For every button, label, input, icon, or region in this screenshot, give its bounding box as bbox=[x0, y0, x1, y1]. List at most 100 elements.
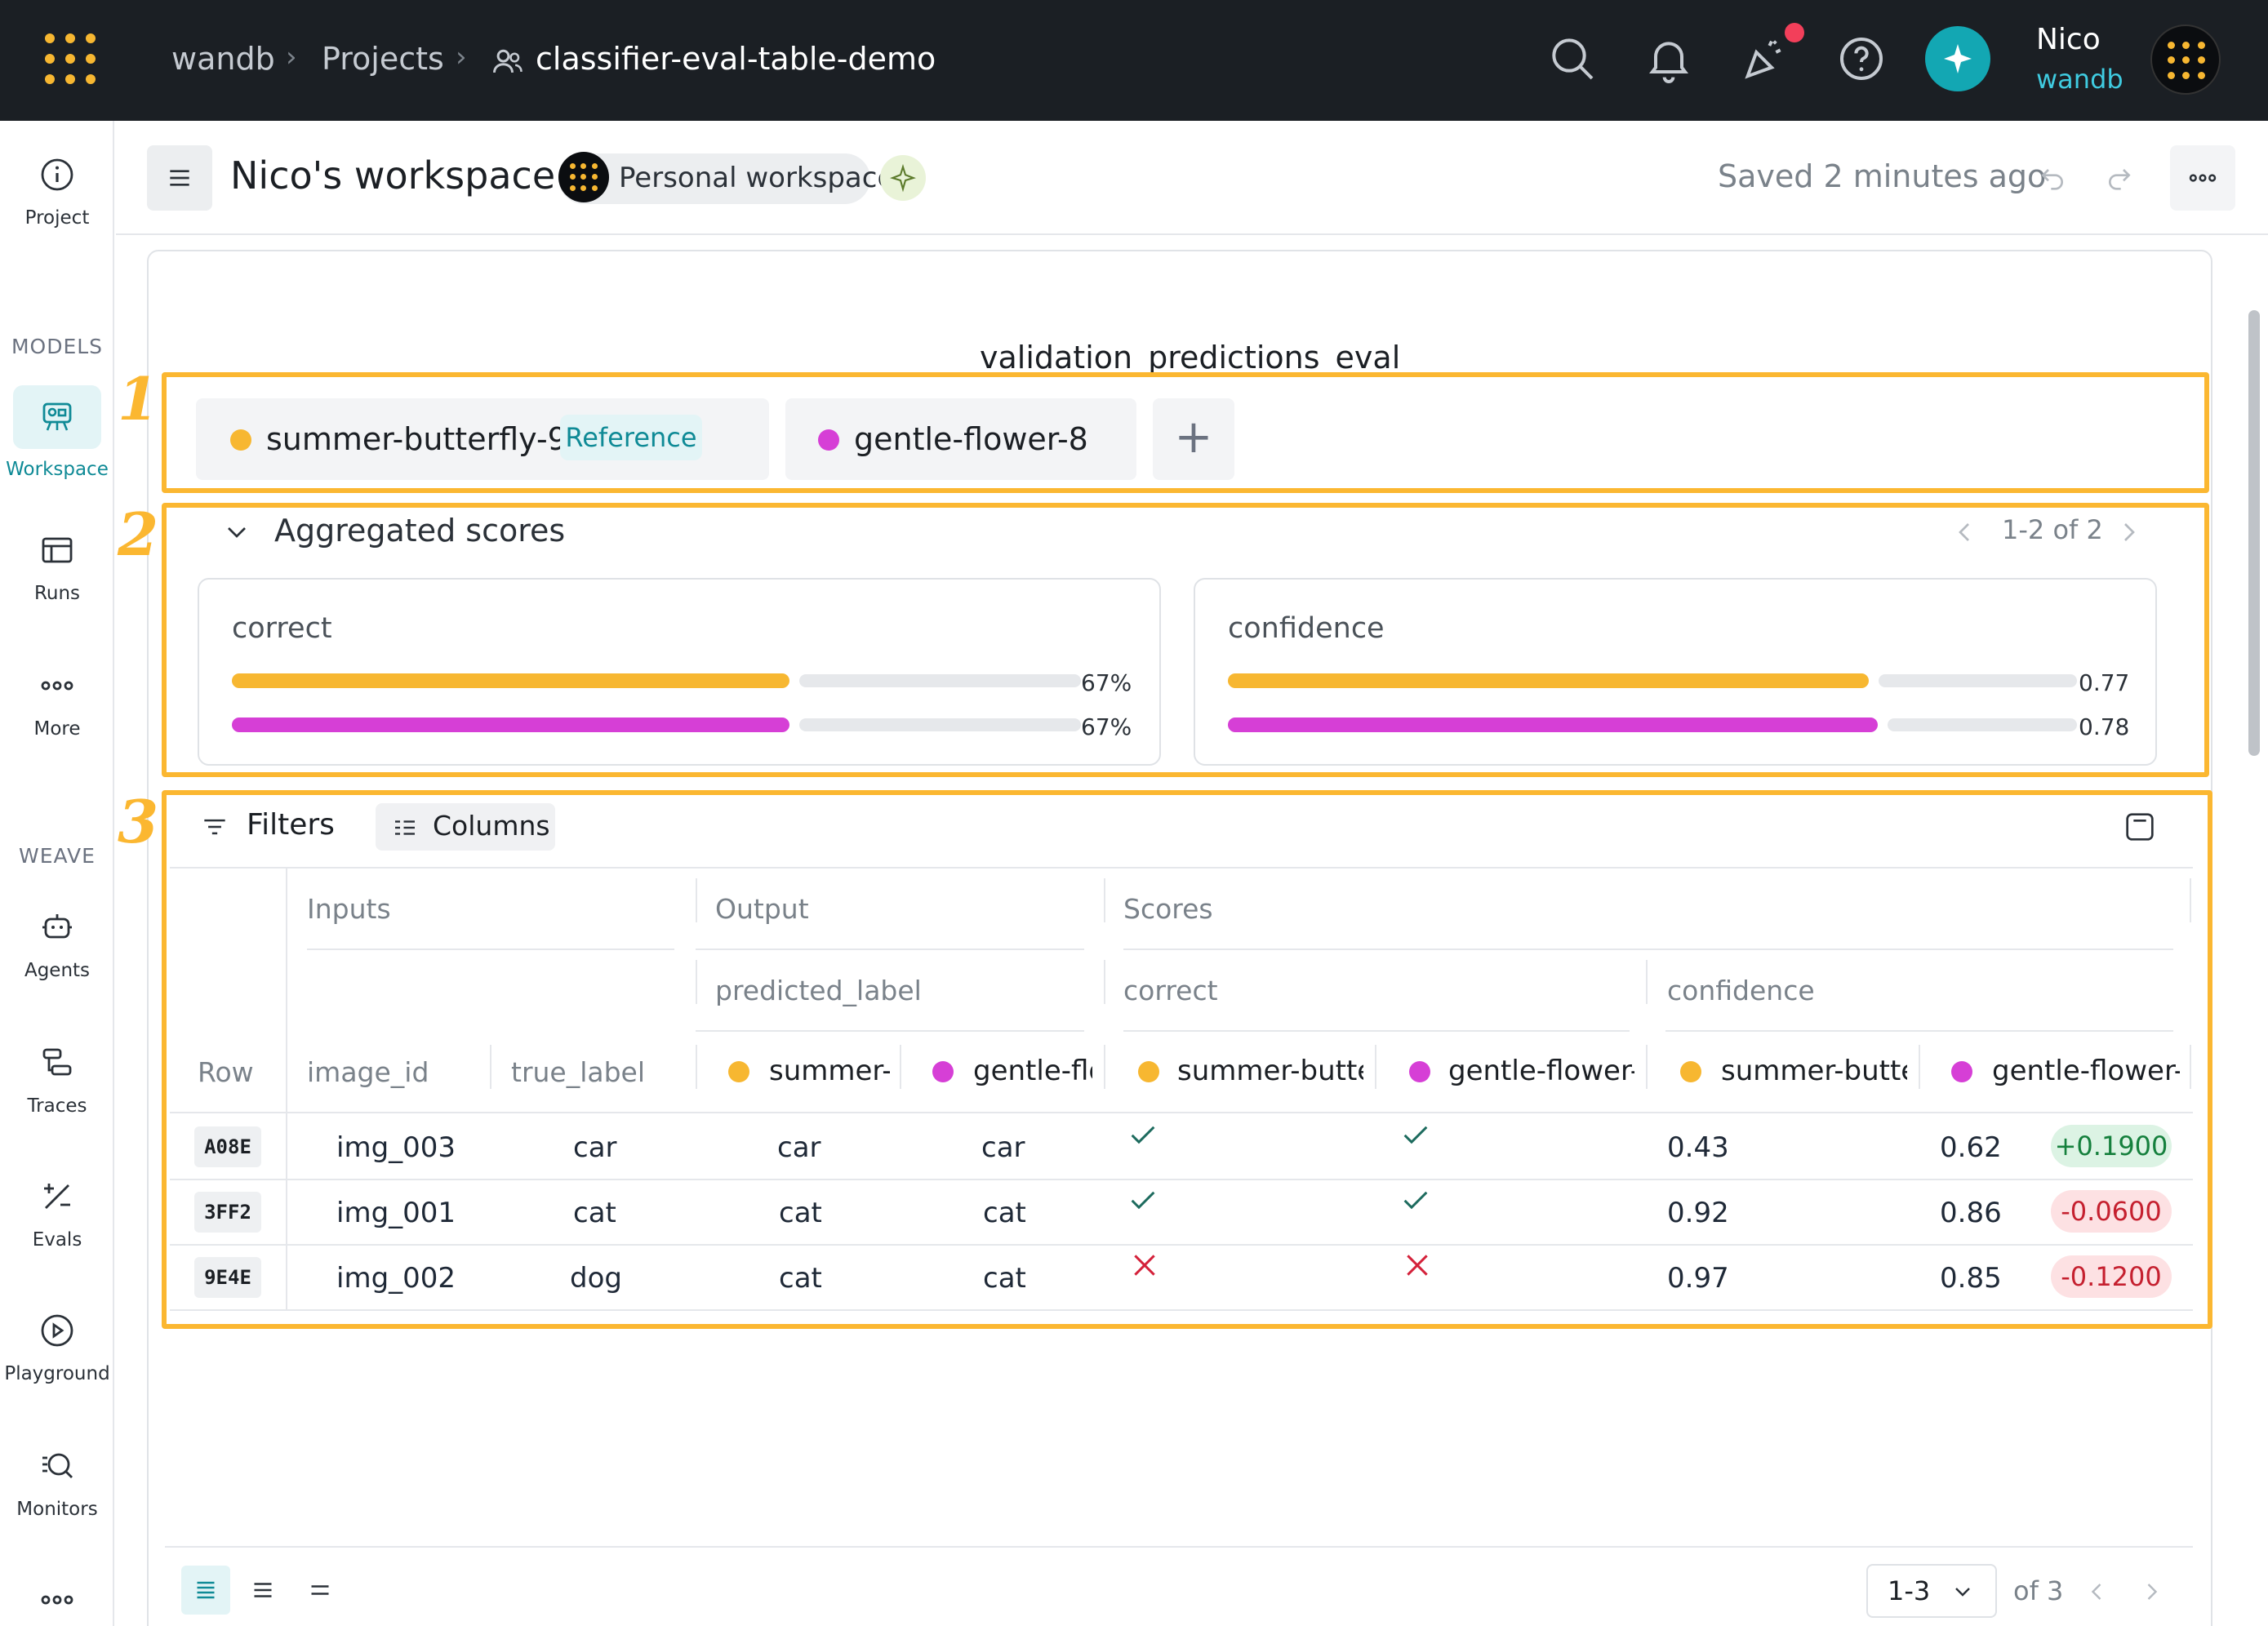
x-icon bbox=[1134, 1255, 1155, 1276]
chevron-down-icon[interactable] bbox=[220, 516, 253, 549]
robot-icon bbox=[42, 914, 72, 939]
wandb-logo-icon[interactable] bbox=[42, 31, 98, 87]
menu-button[interactable] bbox=[147, 145, 212, 211]
column-group-inputs: Inputs bbox=[307, 893, 391, 925]
sidebar-item-traces[interactable]: Traces bbox=[0, 1043, 114, 1117]
user-team[interactable]: wandb bbox=[2036, 64, 2123, 95]
table-divider bbox=[2190, 878, 2191, 922]
run-chip-gentle-flower-8[interactable] bbox=[785, 398, 1136, 480]
row-id[interactable]: 9E4E bbox=[194, 1257, 261, 1298]
search-icon[interactable] bbox=[1546, 33, 1599, 85]
breadcrumb-projects[interactable]: Projects bbox=[322, 41, 444, 77]
row-id[interactable]: 3FF2 bbox=[194, 1192, 261, 1233]
avatar[interactable] bbox=[2150, 24, 2221, 95]
cell-pred-b: cat bbox=[983, 1197, 1026, 1229]
row-id[interactable]: A08E bbox=[194, 1126, 261, 1167]
fullscreen-icon[interactable] bbox=[2121, 808, 2159, 846]
score-card-title: confidence bbox=[1228, 612, 1385, 645]
breadcrumb-wandb[interactable]: wandb bbox=[171, 41, 275, 77]
sidebar-section-models: MODELS bbox=[11, 335, 104, 358]
undo-icon bbox=[2041, 169, 2063, 190]
columns-button[interactable]: Columns bbox=[376, 803, 555, 851]
column-subgroup-correct: correct bbox=[1123, 975, 1218, 1006]
user-name: Nico bbox=[2036, 23, 2101, 56]
bell-icon[interactable] bbox=[1643, 33, 1695, 85]
density-medium-icon bbox=[254, 1583, 272, 1597]
score-card-title: correct bbox=[232, 612, 332, 645]
table-divider bbox=[1646, 960, 1648, 1004]
undo-button[interactable] bbox=[2020, 145, 2085, 211]
delta-badge: -0.0600 bbox=[2051, 1190, 2172, 1233]
score-bar-track bbox=[1888, 718, 2077, 731]
sidebar-item-evals[interactable]: Evals bbox=[0, 1177, 114, 1251]
help-icon[interactable] bbox=[1835, 33, 1888, 85]
sidebar-item-workspace[interactable]: Workspace bbox=[0, 385, 114, 480]
add-run-button[interactable]: + bbox=[1153, 398, 1234, 480]
column-header-true-label[interactable]: true_label bbox=[511, 1056, 646, 1088]
party-popper-icon[interactable] bbox=[1739, 33, 1791, 85]
score-bar-summer-butterfly-9 bbox=[232, 673, 789, 688]
workspace-tag-label: Personal workspace bbox=[619, 162, 895, 194]
overflow-menu-button[interactable] bbox=[2170, 145, 2235, 211]
table-divider bbox=[170, 1112, 2193, 1113]
cell-image-id: img_002 bbox=[336, 1262, 456, 1295]
score-bar-value: 67% bbox=[1081, 669, 1132, 696]
column-header-row[interactable]: Row bbox=[198, 1056, 254, 1088]
run-name: summer-butterfly-9 bbox=[266, 421, 567, 457]
scrollbar[interactable] bbox=[2248, 310, 2260, 756]
page-size-select[interactable] bbox=[1866, 1564, 1997, 1618]
column-header-conf-b[interactable]: gentle-flower-8 bbox=[1992, 1055, 2180, 1087]
column-header-correct-a[interactable]: summer-butterfly-9 bbox=[1177, 1055, 1363, 1087]
column-header-pred-a[interactable]: summer-butterfly-9 bbox=[769, 1055, 890, 1087]
chevron-left-icon[interactable] bbox=[2087, 1577, 2106, 1606]
table-divider bbox=[2190, 1045, 2191, 1089]
cell-conf-a: 0.43 bbox=[1667, 1131, 1729, 1164]
score-bar-track bbox=[799, 674, 1081, 687]
run-color-dot bbox=[1138, 1061, 1159, 1082]
sidebar-item-project[interactable]: Project bbox=[0, 155, 114, 229]
sidebar-item-playground[interactable]: Playground bbox=[0, 1311, 114, 1384]
more-icon[interactable] bbox=[38, 1585, 77, 1615]
aggregated-pager: 1-2 of 2 bbox=[2002, 514, 2103, 545]
table-divider bbox=[696, 948, 1084, 950]
chevron-left-icon[interactable] bbox=[1953, 516, 1976, 549]
breadcrumb-project[interactable]: classifier-eval-table-demo bbox=[536, 41, 936, 77]
top-nav-bar: wandb › Projects › classifier-eval-table… bbox=[0, 0, 2268, 121]
page-total: of 3 bbox=[2013, 1575, 2064, 1606]
sidebar-item-label: Traces bbox=[27, 1095, 87, 1117]
filters-button[interactable]: Filters bbox=[196, 803, 343, 851]
row-density-medium-button[interactable] bbox=[238, 1566, 287, 1615]
annotation-number: 1 bbox=[118, 364, 159, 433]
column-header-conf-a[interactable]: summer-butterfly-9 bbox=[1721, 1055, 1907, 1087]
page-title: Nico's workspace bbox=[230, 153, 556, 198]
highlight-box-aggregated bbox=[162, 503, 2209, 777]
sidebar-item-runs[interactable]: Runs bbox=[0, 531, 114, 604]
column-header-image-id[interactable]: image_id bbox=[307, 1056, 429, 1088]
more-icon bbox=[2189, 174, 2217, 182]
panel-title: validation_predictions_eval bbox=[980, 340, 1401, 375]
sidebar-item-more[interactable]: More bbox=[0, 666, 114, 740]
chevron-right-icon: › bbox=[456, 41, 467, 73]
cell-pred-a: cat bbox=[779, 1197, 822, 1229]
chevron-right-icon[interactable] bbox=[2142, 1577, 2162, 1606]
monitor-icon bbox=[42, 1453, 73, 1478]
sparkle-button[interactable] bbox=[880, 155, 926, 201]
highlight-box-table bbox=[162, 790, 2212, 1329]
left-sidebar bbox=[0, 121, 114, 1626]
row-density-compact-button[interactable] bbox=[181, 1566, 230, 1615]
sidebar-item-agents[interactable]: Agents bbox=[0, 908, 114, 981]
score-card-confidence bbox=[1194, 578, 2157, 766]
row-density-tall-button[interactable] bbox=[296, 1566, 345, 1615]
table-divider bbox=[696, 878, 697, 922]
workspace-tag[interactable] bbox=[558, 153, 870, 204]
column-header-correct-b[interactable]: gentle-flower-8 bbox=[1448, 1055, 1634, 1087]
run-color-dot bbox=[1951, 1061, 1972, 1082]
sparkle-button[interactable] bbox=[1925, 26, 1990, 91]
sidebar-item-monitors[interactable]: Monitors bbox=[0, 1446, 114, 1520]
score-card-correct bbox=[198, 578, 1161, 766]
chevron-right-icon[interactable] bbox=[2118, 516, 2141, 549]
table-divider bbox=[490, 1045, 491, 1089]
column-header-pred-b[interactable]: gentle-flower-8 bbox=[973, 1055, 1092, 1087]
redo-button[interactable] bbox=[2087, 145, 2152, 211]
saved-status: Saved 2 minutes ago bbox=[1718, 158, 2047, 194]
